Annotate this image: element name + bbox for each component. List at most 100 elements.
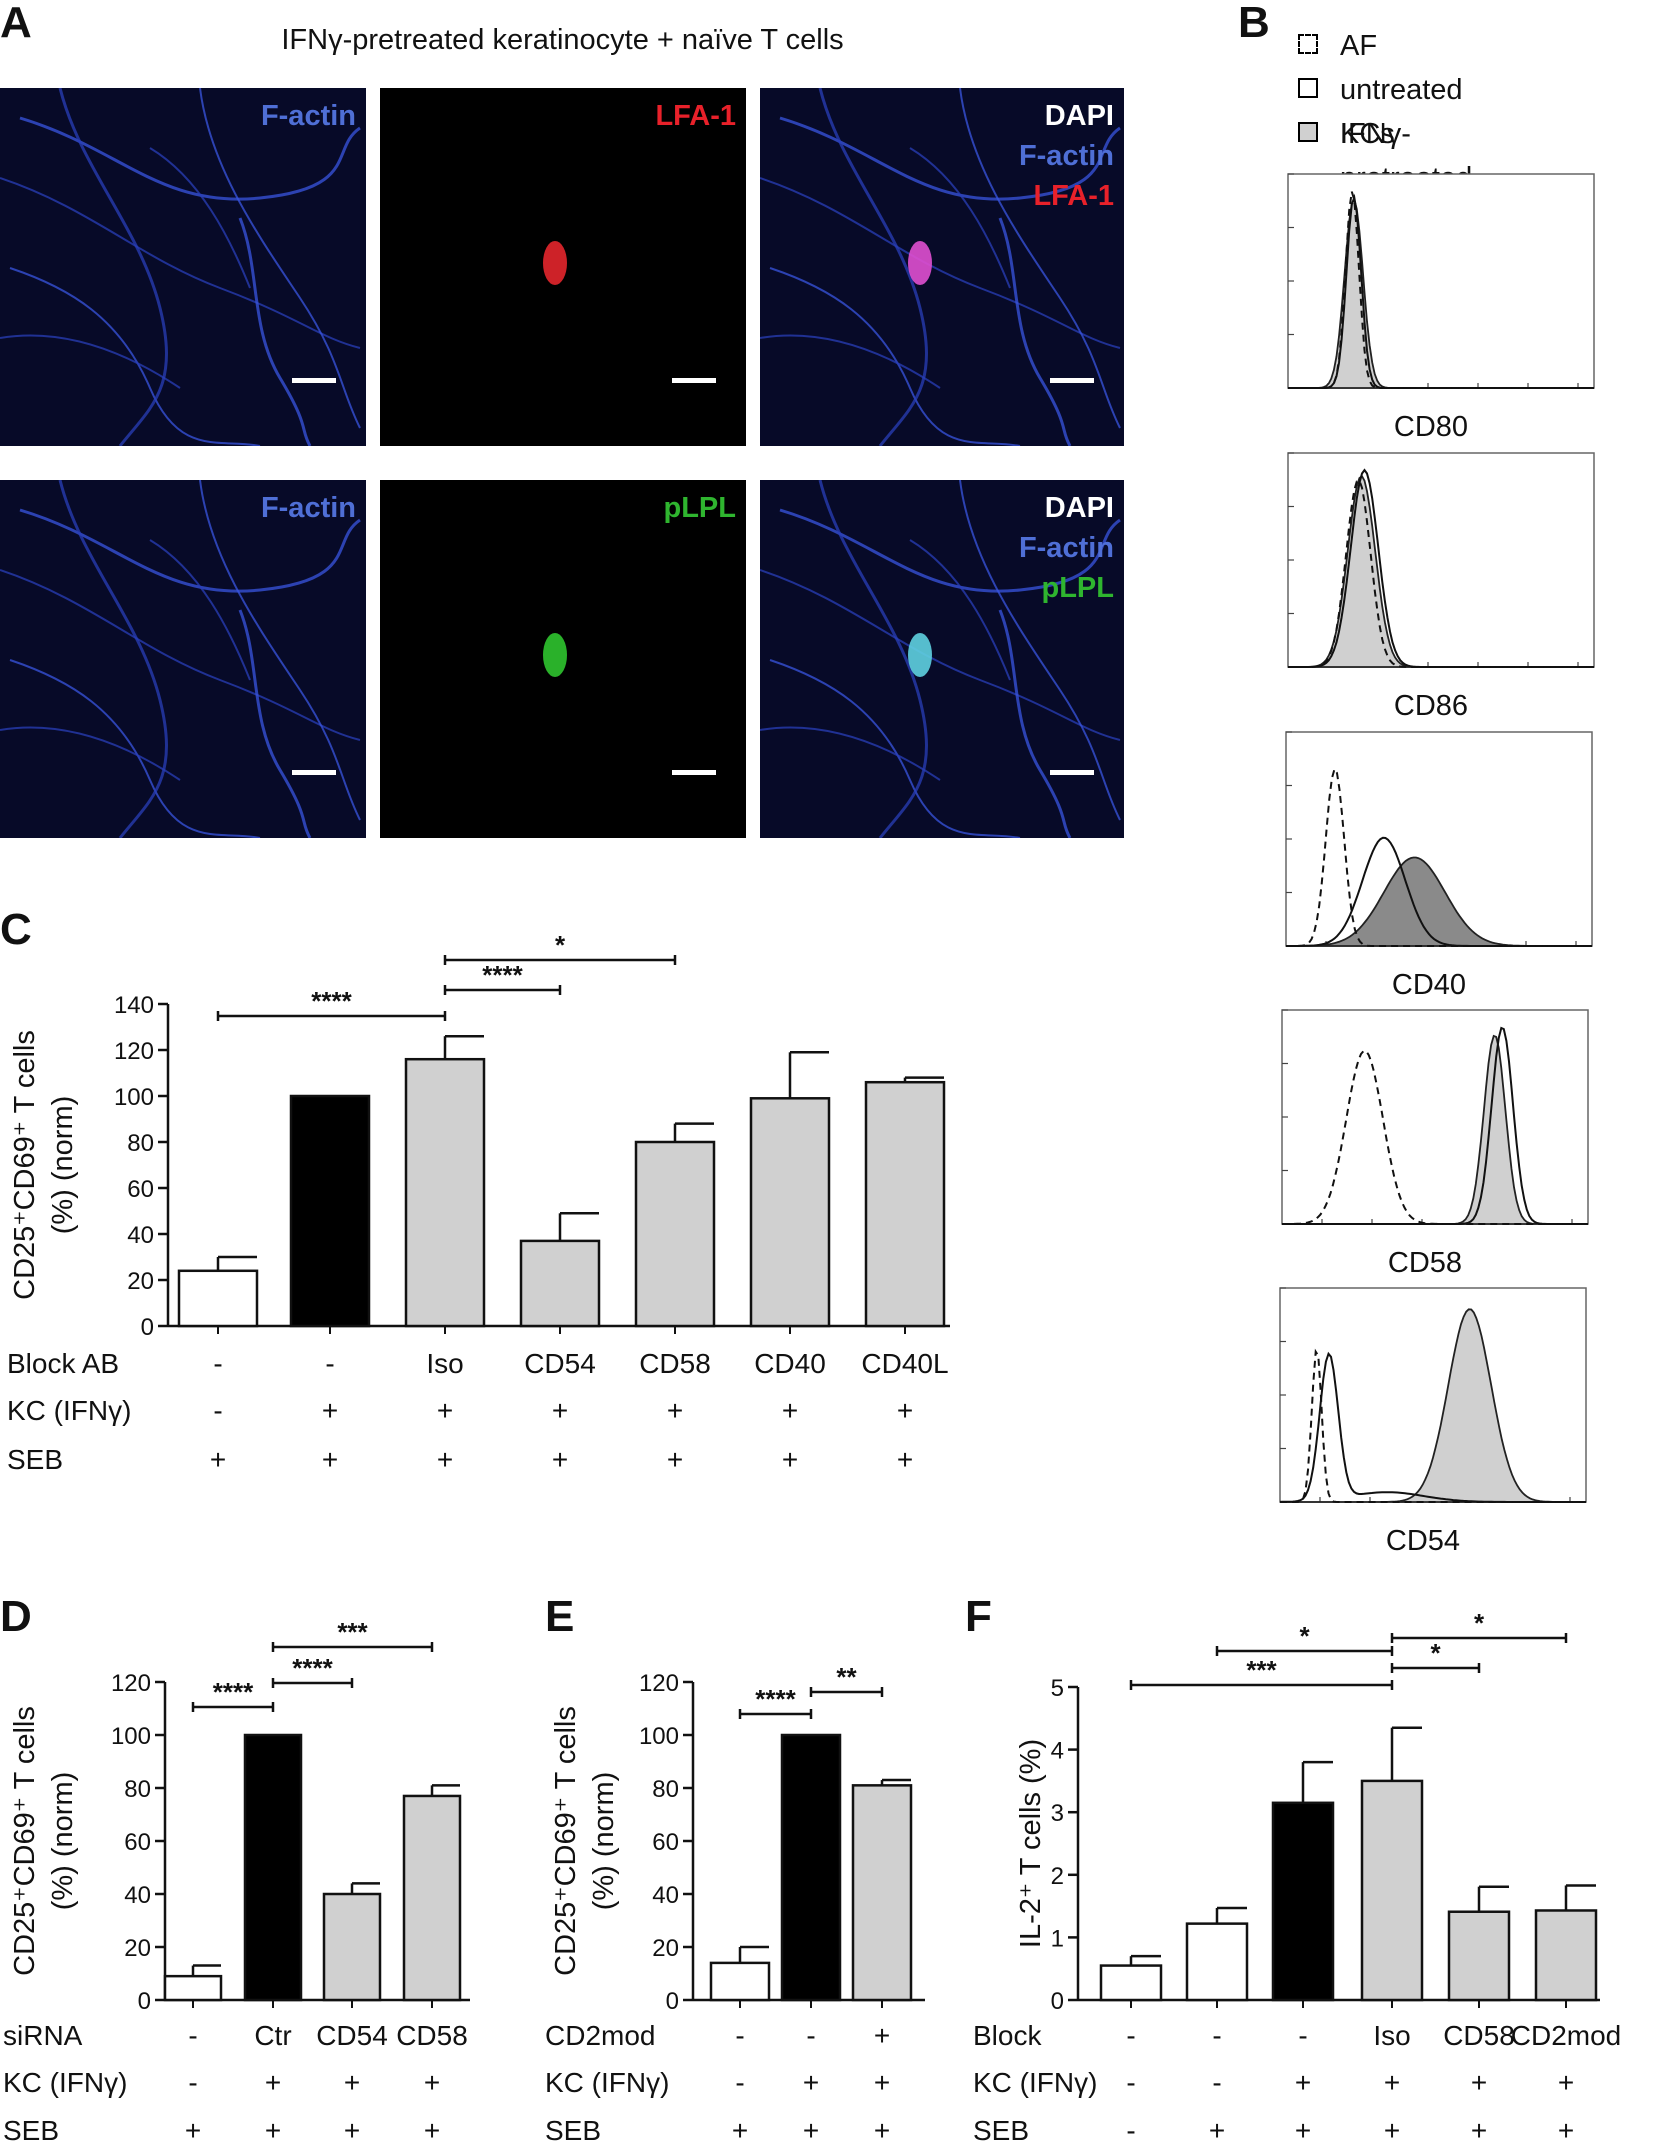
y-axis-label-line1: IL-2⁺ T cells (%) xyxy=(1015,1739,1047,1948)
channel-label: DAPI xyxy=(1044,492,1114,524)
y-tick-label: 80 xyxy=(652,1776,679,1803)
bar xyxy=(851,1784,913,2002)
actin-fiber xyxy=(0,726,181,781)
channel-label: DAPI xyxy=(1044,100,1114,132)
micrograph-r2-c3: DAPI F-actin pLPL xyxy=(760,480,1124,838)
row-value: + xyxy=(667,1395,683,1426)
actin-fiber xyxy=(149,539,251,681)
significance-label: ** xyxy=(836,1662,857,1692)
row-label: CD2mod xyxy=(545,2020,655,2051)
row-value: + xyxy=(424,2067,440,2098)
actin-fiber xyxy=(909,147,1011,289)
significance-label: *** xyxy=(337,1617,368,1647)
scale-bar xyxy=(672,770,716,775)
row-value: CD54 xyxy=(316,2020,388,2051)
y-tick-label: 2 xyxy=(1051,1863,1064,1890)
channel-label: F-actin xyxy=(260,492,356,524)
significance-label: * xyxy=(1299,1621,1310,1651)
y-tick-label: 0 xyxy=(138,1988,151,2015)
y-tick-label: 100 xyxy=(114,1084,154,1111)
y-tick-label: 20 xyxy=(652,1935,679,1962)
y-tick-label: 100 xyxy=(111,1723,151,1750)
y-tick-label: 5 xyxy=(1051,1675,1064,1702)
row-label: KC (IFNγ) xyxy=(7,1395,131,1426)
scale-bar xyxy=(1050,770,1094,775)
y-axis-label-line1: CD25⁺CD69⁺ T cells xyxy=(550,1706,582,1976)
row-value: - xyxy=(735,2067,744,2098)
bar xyxy=(780,1733,842,2002)
y-tick-label: 80 xyxy=(127,1130,154,1157)
y-tick-label: 140 xyxy=(114,992,154,1019)
legend-label-af: AF xyxy=(1340,30,1378,62)
actin-background xyxy=(760,480,1124,838)
significance-label: **** xyxy=(292,1653,333,1683)
y-tick-label: 4 xyxy=(1051,1738,1064,1765)
actin-fiber xyxy=(779,508,1121,593)
y-tick-label: 40 xyxy=(652,1882,679,1909)
row-value: + xyxy=(265,2115,281,2146)
bar xyxy=(243,1733,303,2002)
actin-fiber xyxy=(818,88,928,446)
actin-background xyxy=(0,88,366,446)
y-tick-label: 60 xyxy=(127,1176,154,1203)
bar xyxy=(864,1080,946,1328)
significance-label: * xyxy=(1474,1608,1485,1638)
row-value: + xyxy=(897,1395,913,1426)
y-tick-label: 0 xyxy=(666,1988,679,2015)
y-tick-label: 40 xyxy=(127,1222,154,1249)
scale-bar xyxy=(1050,378,1094,383)
y-tick-label: 60 xyxy=(124,1829,151,1856)
channel-label: pLPL xyxy=(663,492,737,524)
row-value: + xyxy=(552,1444,568,1475)
row-value: + xyxy=(897,1444,913,1475)
row-value: + xyxy=(1558,2067,1574,2098)
bar xyxy=(1271,1801,1335,2002)
bar xyxy=(1185,1922,1249,2002)
row-value: Iso xyxy=(1373,2020,1410,2051)
scale-bar xyxy=(292,770,336,775)
actin-fiber xyxy=(238,217,312,446)
row-value: - xyxy=(735,2020,744,2051)
actin-fiber xyxy=(19,116,361,201)
row-value: + xyxy=(210,1444,226,1475)
row-value: + xyxy=(1471,2067,1487,2098)
bar xyxy=(1447,1910,1511,2002)
bar xyxy=(322,1892,382,2002)
row-value: + xyxy=(1471,2115,1487,2146)
histogram-marker-label: CD86 xyxy=(1394,690,1468,722)
actin-fiber xyxy=(149,147,251,289)
row-value: Ctr xyxy=(254,2020,291,2051)
scale-bar xyxy=(292,378,336,383)
y-axis-label-line2: (%) (norm) xyxy=(47,1772,79,1911)
row-value: - xyxy=(1126,2020,1135,2051)
actin-fiber xyxy=(769,659,1021,838)
row-value: - xyxy=(325,1348,334,1379)
y-axis-label: CD25⁺CD69⁺ T cells (%) (norm) xyxy=(9,1706,79,1976)
actin-fiber xyxy=(58,480,168,838)
row-value: + xyxy=(322,1395,338,1426)
row-label: KC (IFNγ) xyxy=(545,2067,669,2098)
row-value: Iso xyxy=(426,1348,463,1379)
channel-label: F-actin xyxy=(1018,532,1114,564)
y-tick-label: 3 xyxy=(1051,1800,1064,1827)
legend-swatch-dashed xyxy=(1298,34,1318,54)
histogram-frame xyxy=(1287,173,1595,389)
significance-label: * xyxy=(1430,1638,1441,1668)
row-value: CD58 xyxy=(1443,2020,1515,2051)
legend-label-untreated: untreated KCs xyxy=(1340,74,1463,150)
row-value: CD58 xyxy=(396,2020,468,2051)
micrograph-texture xyxy=(760,480,1124,838)
significance-label: **** xyxy=(311,986,352,1016)
histogram-af-curve xyxy=(1288,479,1594,668)
y-tick-label: 20 xyxy=(124,1935,151,1962)
y-tick-label: 20 xyxy=(127,1268,154,1295)
micrograph-texture xyxy=(543,241,567,285)
actin-fiber xyxy=(779,116,1121,201)
row-label: SEB xyxy=(7,1444,63,1475)
row-value: + xyxy=(1384,2067,1400,2098)
histogram-cd80: CD80 xyxy=(1287,173,1595,443)
cell-signal xyxy=(543,633,567,677)
row-value: + xyxy=(1295,2115,1311,2146)
scale-bar xyxy=(672,378,716,383)
